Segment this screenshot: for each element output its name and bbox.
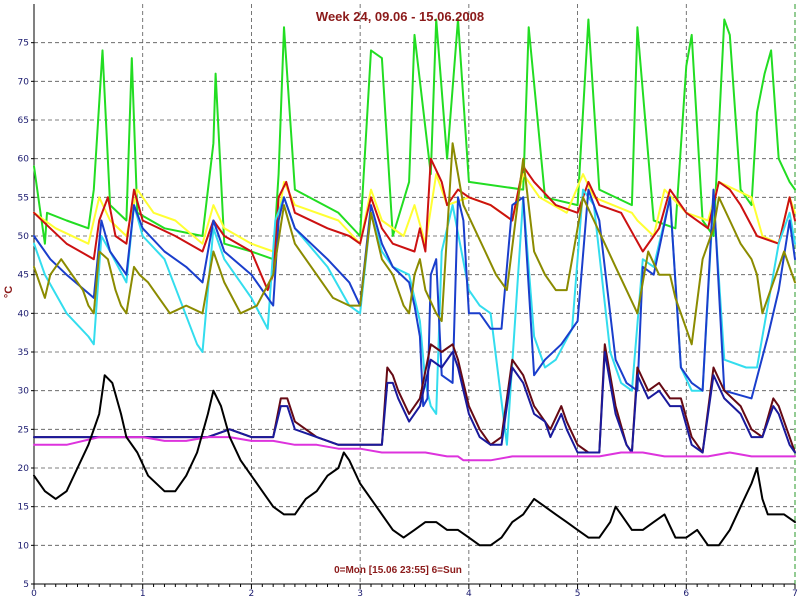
y-tick-label: 40 xyxy=(18,309,30,319)
y-tick-label: 10 xyxy=(18,541,30,551)
series-line-9 xyxy=(33,436,796,462)
x-tick-label: 6 xyxy=(683,589,689,599)
y-tick-label: 5 xyxy=(23,580,29,590)
axes xyxy=(31,4,796,589)
series-line-3 xyxy=(33,157,796,292)
series-line-10 xyxy=(33,374,796,547)
y-tick-label: 65 xyxy=(18,116,29,126)
y-tick-label: 20 xyxy=(18,464,30,474)
y-tick-label: 15 xyxy=(18,503,29,513)
series-line-1 xyxy=(33,18,796,261)
series-line-7 xyxy=(33,343,796,454)
y-tick-label: 35 xyxy=(18,348,29,358)
y-tick-label: 25 xyxy=(18,425,29,435)
series-line-2 xyxy=(33,173,796,253)
x-tick-label: 5 xyxy=(575,589,581,599)
x-tick-label: 4 xyxy=(466,589,472,599)
x-tick-label: 3 xyxy=(357,589,363,599)
y-tick-label: 45 xyxy=(18,271,29,281)
x-tick-label: 2 xyxy=(249,589,255,599)
y-tick-label: 55 xyxy=(18,193,29,203)
y-tick-label: 60 xyxy=(18,155,30,165)
x-tick-label: 7 xyxy=(792,589,798,599)
x-tick-label: 1 xyxy=(140,589,146,599)
y-tick-label: 50 xyxy=(18,232,30,242)
y-tick-label: 70 xyxy=(18,77,30,87)
series-lines xyxy=(33,18,796,547)
y-axis-label: °C xyxy=(3,286,15,298)
series-line-6 xyxy=(33,142,796,346)
y-tick-label: 75 xyxy=(18,39,29,49)
series-line-8 xyxy=(33,351,796,454)
x-tick-label: 0 xyxy=(31,589,37,599)
y-tick-label: 30 xyxy=(18,387,30,397)
x-axis-label: 0=Mon [15.06 23:55] 6=Sun xyxy=(334,565,462,576)
chart-title: Week 24, 09.06 - 15.06.2008 xyxy=(316,9,484,24)
